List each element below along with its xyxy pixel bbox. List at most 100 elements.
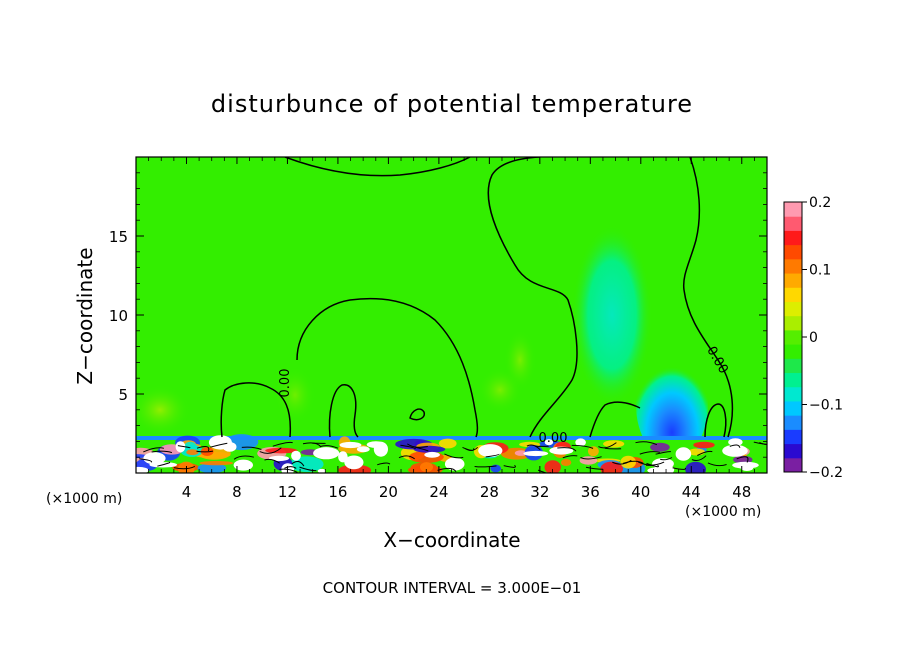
boundary-layer-contour bbox=[177, 445, 191, 449]
contour-line-right-small bbox=[704, 403, 727, 438]
boundary-layer-contour bbox=[210, 442, 228, 448]
boundary-layer-contour bbox=[407, 443, 428, 448]
boundary-layer-contour bbox=[485, 453, 500, 458]
colorbar-swatch bbox=[784, 443, 802, 459]
boundary-layer-white-cell bbox=[523, 450, 549, 457]
warm-patch-4 bbox=[478, 368, 522, 412]
boundary-layer-contour bbox=[697, 450, 713, 456]
colorbar-swatch bbox=[784, 258, 802, 274]
contour-lines bbox=[220, 157, 734, 438]
contour-line-right-column bbox=[487, 157, 734, 438]
boundary-layer-white-cell bbox=[338, 451, 348, 463]
x-tick-label: 4 bbox=[182, 483, 192, 501]
colorbar-swatch bbox=[784, 301, 802, 317]
colorbar-swatch bbox=[784, 344, 802, 359]
x-tick-label: 8 bbox=[232, 483, 242, 501]
x-tick-label: 48 bbox=[732, 483, 751, 501]
boundary-layer-contour bbox=[585, 466, 603, 470]
boundary-layer-contour bbox=[291, 460, 305, 467]
boundary-layer-contour bbox=[635, 441, 658, 446]
y-tick-label: 5 bbox=[118, 386, 128, 404]
chart-title: disturbunce of potential temperature bbox=[211, 90, 693, 118]
boundary-layer-white-cell bbox=[175, 441, 186, 453]
y-tick-label: 10 bbox=[109, 307, 128, 325]
boundary-layer-cell bbox=[579, 456, 598, 465]
boundary-layer-contour bbox=[526, 444, 541, 451]
boundary-layer-contour bbox=[398, 455, 415, 460]
boundary-layer-white-cell bbox=[291, 450, 301, 461]
x-tick-label: 40 bbox=[631, 483, 650, 501]
boundary-layer-contour bbox=[377, 462, 391, 466]
boundary-layer-contour bbox=[444, 453, 464, 459]
boundary-layer-cell bbox=[544, 460, 561, 473]
boundary-layer-contour bbox=[562, 455, 578, 459]
boundary-layer-cell bbox=[289, 456, 324, 473]
colorbar-swatch bbox=[784, 244, 802, 260]
colorbar-tick-label: 0.1 bbox=[809, 263, 831, 279]
boundary-layer-white-cell bbox=[222, 442, 237, 452]
boundary-layer-contour bbox=[638, 461, 652, 466]
boundary-layer-cell bbox=[197, 463, 227, 473]
contour-line-left-loop bbox=[220, 382, 292, 438]
boundary-layer-white-cell bbox=[722, 444, 748, 457]
colorbar-swatch bbox=[784, 329, 802, 345]
boundary-layer-contour bbox=[736, 456, 749, 463]
boundary-layer-contour bbox=[264, 458, 280, 464]
x-tick-label: 36 bbox=[581, 483, 600, 501]
boundary-layer-top bbox=[136, 436, 767, 440]
boundary-layer-white-cell bbox=[549, 446, 574, 455]
boundary-layer-cell bbox=[186, 449, 199, 456]
boundary-layer-white-cell bbox=[740, 464, 754, 471]
boundary-layer-contour bbox=[462, 446, 475, 451]
cool-plume bbox=[636, 350, 708, 460]
boundary-layer-cell bbox=[693, 441, 715, 449]
contour-line-small-loop bbox=[409, 408, 426, 421]
boundary-layer-white-cell bbox=[344, 455, 364, 470]
boundary-layer-white-cell bbox=[317, 468, 326, 473]
boundary-layer-cell bbox=[560, 459, 572, 466]
plot-area: 0.00 0.00 0.00 bbox=[136, 157, 767, 473]
boundary-layer-contour bbox=[139, 458, 153, 463]
boundary-layer-contour bbox=[157, 461, 171, 467]
boundary-layer-contour bbox=[622, 460, 644, 464]
boundary-layer-contour bbox=[660, 457, 673, 461]
contour-line-top bbox=[284, 157, 471, 177]
colorbar-swatch bbox=[784, 457, 802, 473]
boundary-layer-contour bbox=[320, 445, 339, 449]
x-axis-label: X−coordinate bbox=[383, 528, 520, 552]
contour-label: 0.00 bbox=[539, 431, 568, 446]
field-features bbox=[136, 225, 708, 460]
y-tick-label: 15 bbox=[109, 228, 128, 246]
x-tick-label: 44 bbox=[682, 483, 701, 501]
boundary-layer-white-cell bbox=[478, 444, 503, 458]
colorbar-swatch bbox=[784, 372, 802, 388]
boundary-layer-contour bbox=[143, 447, 165, 453]
contour-interval-footer: CONTOUR INTERVAL = 3.000E−01 bbox=[323, 579, 582, 597]
boundary-layer-contour bbox=[557, 447, 577, 452]
boundary-layer-cell bbox=[685, 461, 706, 473]
boundary-layer-cell bbox=[199, 460, 234, 466]
colorbar-swatch bbox=[784, 287, 802, 302]
boundary-layer-white-cell bbox=[373, 441, 388, 457]
boundary-layer-contour bbox=[474, 465, 497, 468]
boundary-layer-white-cell bbox=[658, 464, 675, 473]
colorbar-swatch bbox=[784, 202, 802, 217]
boundary-layer-contour bbox=[571, 444, 594, 449]
colorbar-swatch bbox=[784, 230, 802, 246]
boundary-layer-contour bbox=[655, 451, 671, 455]
colorbar-swatch bbox=[784, 358, 802, 374]
boundary-layer-contour bbox=[284, 466, 297, 469]
colorbar-swatch bbox=[784, 386, 802, 402]
colorbar-swatch bbox=[784, 400, 802, 416]
boundary-layer-white-cell bbox=[356, 446, 370, 453]
contour-line-plume bbox=[589, 401, 641, 438]
boundary-layer-white-cell bbox=[728, 438, 743, 446]
boundary-layer-contour bbox=[646, 462, 659, 468]
colorbar-swatch bbox=[784, 415, 802, 430]
contour-line-mid-loop bbox=[328, 384, 359, 438]
contour-line-dome bbox=[296, 297, 479, 438]
boundary-layer-white-cell bbox=[339, 441, 362, 449]
boundary-layer-contour bbox=[729, 444, 741, 448]
